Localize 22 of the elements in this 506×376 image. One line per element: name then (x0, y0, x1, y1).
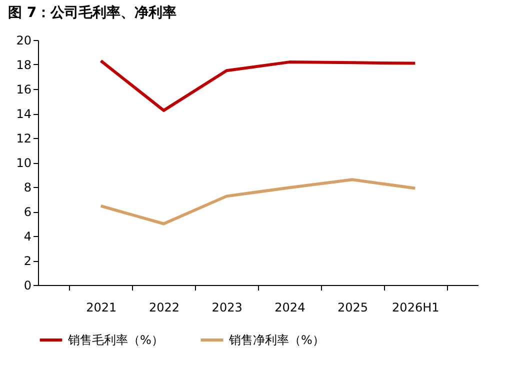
y-tick-label: 10 (16, 156, 32, 170)
y-tick-label: 4 (24, 230, 32, 244)
x-tick-label: 2025 (338, 300, 368, 314)
y-tick-label: 2 (24, 254, 32, 268)
legend-label: 销售净利率（%） (228, 333, 324, 347)
y-tick-label: 0 (24, 278, 32, 292)
y-tick-label: 16 (16, 82, 32, 96)
line-series (99, 59, 417, 112)
x-tick-label: 2023 (212, 300, 242, 314)
y-tick-label: 20 (16, 34, 32, 48)
chart-title: 图 7：公司毛利率、净利率 (8, 4, 177, 21)
x-tick-label: 2026H1 (392, 300, 440, 314)
x-tick-label: 2022 (148, 300, 180, 314)
y-tick-label: 6 (24, 205, 32, 219)
y-tick-label: 18 (16, 58, 32, 72)
y-tick-label: 8 (24, 180, 32, 194)
legend-label: 销售毛利率（%） (67, 333, 164, 347)
y-tick-label: 14 (16, 107, 32, 121)
y-tick-label: 12 (16, 132, 32, 146)
x-tick-label: 2021 (86, 300, 117, 314)
line-series (99, 178, 417, 226)
x-tick-label: 2024 (274, 300, 306, 314)
